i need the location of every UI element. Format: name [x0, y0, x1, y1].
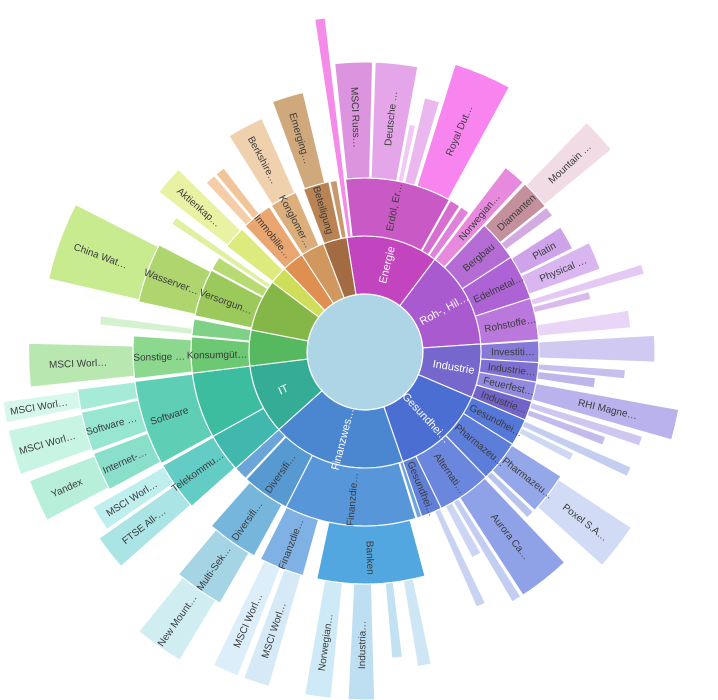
sunburst-slice[interactable]: [525, 121, 613, 206]
sunburst-slice[interactable]: [518, 427, 575, 462]
sunburst-slice[interactable]: [529, 402, 644, 447]
sunburst-slice[interactable]: [314, 17, 352, 238]
sunburst-slice[interactable]: [511, 226, 574, 275]
sunburst-slice[interactable]: [399, 461, 423, 519]
sunburst-slice[interactable]: [397, 123, 417, 183]
sunburst-slice[interactable]: [384, 581, 404, 659]
sunburst-slice[interactable]: [532, 291, 592, 314]
sunburst-slice[interactable]: [28, 455, 110, 521]
sunburst-slice[interactable]: [212, 560, 281, 677]
sunburst-slice[interactable]: [402, 578, 432, 668]
sunburst-slice[interactable]: [158, 168, 242, 246]
sunburst-slice[interactable]: [215, 167, 260, 220]
sunburst-slice[interactable]: [444, 502, 482, 559]
sunburst-slice[interactable]: [416, 63, 510, 200]
sunburst-slice[interactable]: [170, 216, 272, 289]
sunburst-slice[interactable]: [7, 413, 93, 476]
sunburst-slice[interactable]: [537, 363, 626, 380]
sunburst-slice[interactable]: [520, 242, 601, 295]
sunburst-slice[interactable]: [190, 336, 251, 374]
sunburst-slice[interactable]: [452, 498, 522, 603]
sunburst-slice[interactable]: [486, 471, 534, 519]
sunburst-slice[interactable]: [92, 466, 175, 530]
sunburst-slice[interactable]: [404, 97, 441, 186]
sunburst-slice[interactable]: [334, 61, 374, 180]
sunburst-slice[interactable]: [243, 568, 302, 688]
sunburst-slice[interactable]: [205, 175, 253, 226]
sunburst-slice[interactable]: [316, 519, 426, 585]
sunburst-slice[interactable]: [536, 370, 597, 389]
sunburst-slice[interactable]: [459, 477, 566, 596]
sunburst-slice[interactable]: [536, 479, 632, 566]
sunburst-slice[interactable]: [99, 315, 194, 335]
sunburst-slice[interactable]: [244, 206, 302, 269]
sunburst-slice[interactable]: [531, 382, 680, 441]
sunburst-slice[interactable]: [536, 309, 632, 337]
sunburst-slice[interactable]: [428, 206, 470, 260]
sunburst-center[interactable]: [306, 293, 424, 411]
sunburst-slice[interactable]: [538, 334, 656, 363]
sunburst-slice[interactable]: [28, 342, 135, 388]
sunburst-slice[interactable]: [2, 390, 82, 424]
sunburst-slice[interactable]: [211, 256, 269, 298]
sunburst-slice[interactable]: [530, 263, 645, 306]
sunburst-slice[interactable]: [329, 179, 347, 239]
sunburst-slice[interactable]: [271, 91, 326, 190]
sunburst-slice[interactable]: [228, 117, 296, 206]
sunburst-slice[interactable]: [304, 579, 343, 699]
sunburst-slice[interactable]: [434, 166, 524, 268]
sunburst-slice[interactable]: [98, 484, 192, 567]
sunburst-slice[interactable]: [526, 409, 607, 446]
sunburst-slice[interactable]: [370, 61, 419, 182]
sunburst-slice[interactable]: [500, 206, 554, 251]
sunburst-slice[interactable]: [521, 420, 632, 477]
sunburst-slice[interactable]: [47, 203, 159, 301]
sunburst-slice[interactable]: [434, 508, 486, 608]
sunburst-slice[interactable]: [421, 199, 461, 256]
sunburst-slice[interactable]: [347, 583, 376, 700]
sunburst-slice[interactable]: [132, 335, 193, 380]
sunburst-slice[interactable]: [138, 576, 217, 661]
